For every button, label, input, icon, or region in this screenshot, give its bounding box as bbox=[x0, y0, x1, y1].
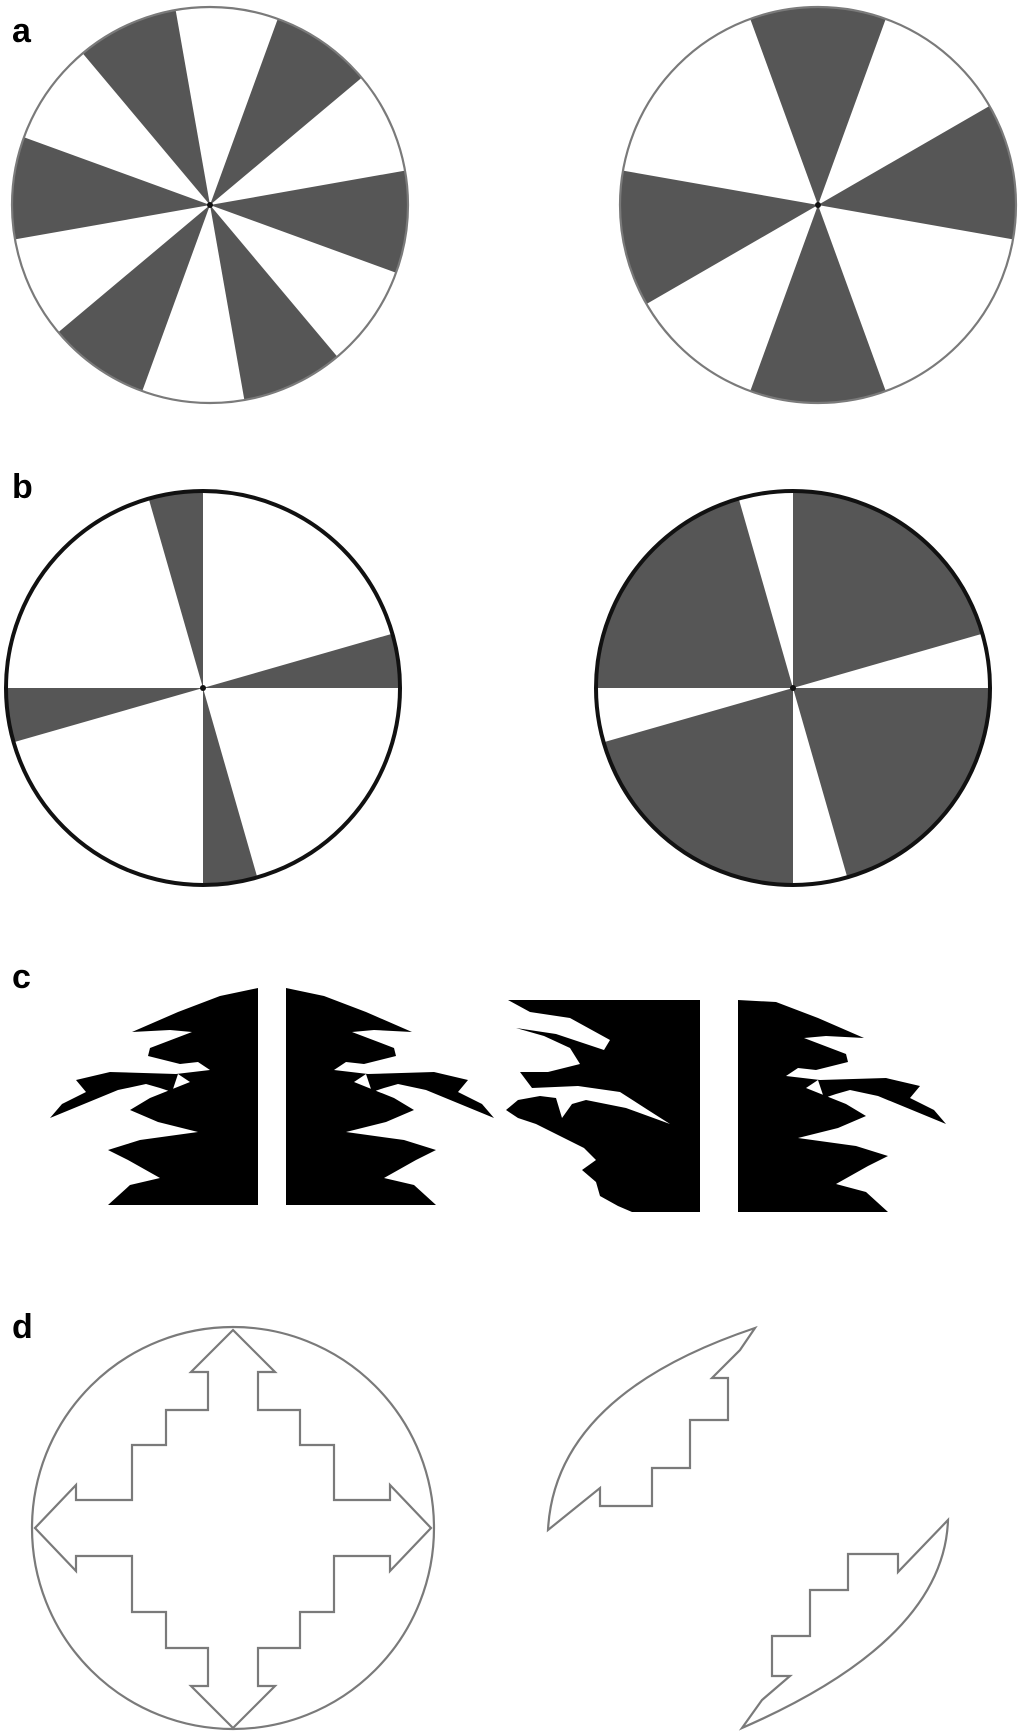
panel-a-right-center-dot bbox=[815, 202, 821, 208]
panel-b-right-sector-3 bbox=[603, 688, 793, 885]
panel-a-right-sector-2 bbox=[818, 106, 1016, 240]
panel-b-left-sector-1 bbox=[148, 491, 203, 688]
panel-b-right-wheel bbox=[594, 489, 992, 887]
panel-b-right-outline bbox=[594, 489, 992, 887]
panel-b-left-sector-2 bbox=[203, 633, 400, 688]
silhouette-left-a bbox=[50, 988, 258, 1205]
panel-label-b: b bbox=[12, 468, 33, 506]
panel-b-right-sector-1 bbox=[793, 491, 983, 688]
panel-label-c: c bbox=[12, 958, 31, 996]
panel-d-fragments bbox=[546, 1325, 950, 1731]
panel-a-right-wheel bbox=[618, 5, 1018, 405]
silhouette-right-b bbox=[738, 1000, 946, 1212]
panel-a-left-sector-4 bbox=[58, 205, 210, 392]
panel-a-left-sector-5 bbox=[12, 137, 211, 240]
panel-a-right-outline bbox=[618, 5, 1018, 405]
panel-b-right-sector-4 bbox=[596, 498, 793, 688]
panel-b-right-sector-2 bbox=[793, 688, 991, 878]
panel-a-left-sector-1 bbox=[210, 18, 362, 205]
panel-a-right-sector-1 bbox=[750, 6, 886, 206]
panel-a-left-wheel bbox=[10, 5, 410, 405]
panel-a-right-sector-4 bbox=[620, 170, 818, 304]
silhouette-right-a bbox=[506, 1000, 700, 1212]
panel-c-silhouette-pair-left bbox=[50, 988, 494, 1205]
panel-b-left-outline bbox=[4, 489, 402, 887]
panel-a-left-center-dot bbox=[207, 202, 213, 208]
panel-a-left-sector-6 bbox=[82, 10, 210, 206]
panel-label-a: a bbox=[12, 12, 32, 50]
panel-b-left-center-dot bbox=[200, 685, 206, 691]
panel-b-right-center-dot bbox=[790, 685, 796, 691]
silhouette-left-b bbox=[286, 988, 494, 1205]
panel-d-inner-cross-outline bbox=[33, 1328, 433, 1730]
panel-a-left-outline bbox=[10, 5, 410, 405]
panel-d-outer-circle bbox=[30, 1325, 436, 1731]
panel-a-right-sector-3 bbox=[750, 205, 886, 404]
panel-b-left-sector-3 bbox=[203, 688, 258, 885]
panel-label-d: d bbox=[12, 1308, 33, 1346]
panel-d-circle-cross bbox=[30, 1325, 436, 1731]
panel-b-left-wheel bbox=[4, 489, 402, 887]
panel-b-left-sector-4 bbox=[5, 688, 203, 743]
panel-d-fragment-upper bbox=[546, 1325, 758, 1533]
panel-a-left-sector-2 bbox=[210, 170, 408, 273]
panel-a-left-sector-3 bbox=[210, 205, 338, 400]
panel-d-fragment-lower bbox=[738, 1517, 950, 1731]
panel-c-silhouette-pair-right bbox=[506, 1000, 946, 1212]
